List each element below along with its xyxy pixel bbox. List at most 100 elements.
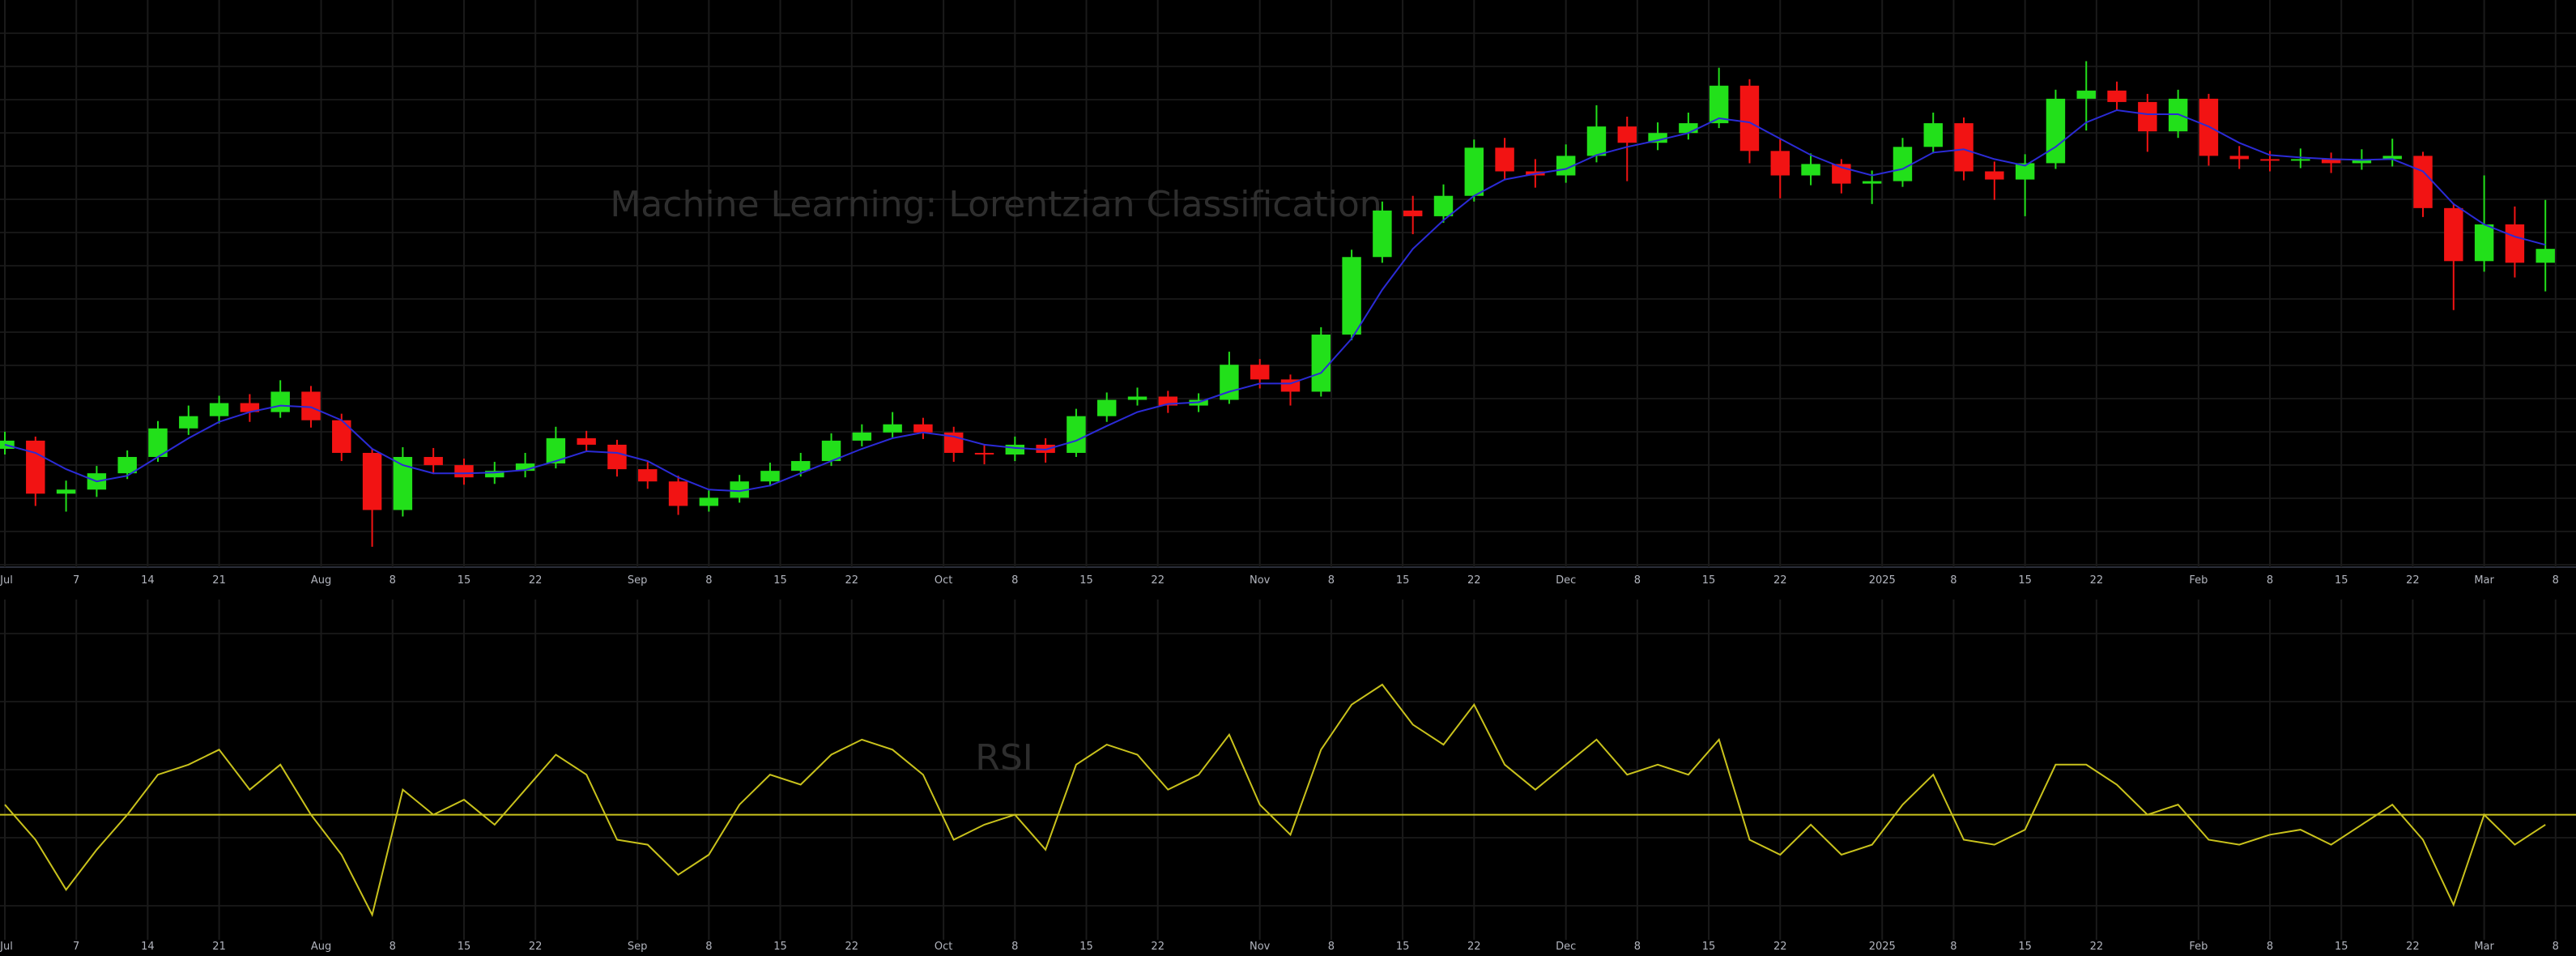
candle-body xyxy=(1770,151,1790,176)
x-tick-label: 22 xyxy=(1467,941,1481,953)
x-tick-label: 22 xyxy=(2406,941,2420,953)
candle-body xyxy=(638,469,658,482)
candle-body xyxy=(791,461,811,472)
candle-body xyxy=(2138,101,2157,132)
x-tick-label: 8 xyxy=(2267,941,2273,953)
candle-body xyxy=(1648,133,1667,143)
x-tick-label: 22 xyxy=(1151,574,1165,587)
candle-body xyxy=(2260,159,2280,161)
x-tick-label: 8 xyxy=(390,574,396,587)
x-tick-label: 8 xyxy=(1011,941,1018,953)
x-tick-label: 22 xyxy=(2406,574,2420,587)
x-tick-label: 2025 xyxy=(1869,941,1896,953)
candle-body xyxy=(607,444,627,470)
x-tick-label: 8 xyxy=(1011,574,1018,587)
x-tick-label: 22 xyxy=(1773,574,1787,587)
candle-body xyxy=(2505,224,2525,263)
x-tick-label: 8 xyxy=(1634,941,1641,953)
candle-body xyxy=(2321,159,2341,164)
x-tick-label: 8 xyxy=(2553,941,2559,953)
candle-body xyxy=(760,471,780,482)
x-tick-label: Oct xyxy=(935,574,952,587)
candle-body xyxy=(1096,399,1117,416)
x-tick-label: Jul xyxy=(0,574,13,587)
x-tick-label: Feb xyxy=(2189,941,2208,953)
candle-body xyxy=(179,416,198,429)
candle-body xyxy=(1342,257,1361,335)
x-tick-label: Mar xyxy=(2474,941,2494,953)
x-tick-label: 15 xyxy=(1702,574,1716,587)
x-tick-label: 15 xyxy=(1079,574,1093,587)
candle-body xyxy=(2536,249,2555,263)
x-tick-label: Dec xyxy=(1556,941,1576,953)
candle-body xyxy=(668,481,688,506)
x-tick-label: 15 xyxy=(1396,941,1410,953)
candle-body xyxy=(1005,444,1025,455)
x-tick-label: 8 xyxy=(1634,574,1641,587)
candle-body xyxy=(1801,164,1820,176)
candle-body xyxy=(1433,195,1454,216)
candle-body xyxy=(1311,334,1331,392)
x-tick-label: 8 xyxy=(705,941,712,953)
x-tick-label: 7 xyxy=(73,941,79,953)
candle-body xyxy=(1373,210,1392,258)
candle-body xyxy=(485,471,505,478)
candle-body xyxy=(974,452,994,455)
x-tick-label: Nov xyxy=(1250,574,1271,587)
candle-body xyxy=(883,424,902,433)
candle-body xyxy=(1862,181,1882,184)
x-tick-label: 22 xyxy=(1151,941,1165,953)
candle-body xyxy=(1403,210,1423,216)
candle-body xyxy=(2291,159,2310,161)
candle-body xyxy=(332,420,351,453)
candle-body xyxy=(362,452,382,510)
candle-body xyxy=(515,463,535,472)
x-tick-label: 8 xyxy=(1950,941,1956,953)
x-tick-label: 14 xyxy=(141,941,155,953)
candle-body xyxy=(577,437,596,445)
moving-average xyxy=(4,109,2546,493)
candle-body xyxy=(2229,156,2249,160)
x-tick-label: 2025 xyxy=(1869,574,1896,587)
x-tick-label: 8 xyxy=(390,941,396,953)
x-tick-label: 15 xyxy=(1702,941,1716,953)
candle-body xyxy=(2107,90,2127,102)
x-tick-label: 15 xyxy=(458,574,471,587)
candle-body xyxy=(699,497,719,506)
candle-body xyxy=(1954,123,1974,172)
rsi-title: RSI xyxy=(975,737,1033,779)
candle-body xyxy=(1158,396,1178,406)
candle-body xyxy=(821,440,841,462)
candle-body xyxy=(2382,156,2402,160)
candle-body xyxy=(2046,98,2066,164)
candle-body xyxy=(56,489,76,494)
candle-body xyxy=(730,481,749,498)
candle-body xyxy=(301,391,321,420)
x-tick-label: 14 xyxy=(141,574,155,587)
x-tick-label: 21 xyxy=(212,574,226,587)
candle-body xyxy=(852,432,872,441)
x-tick-label: Mar xyxy=(2474,574,2494,587)
chart-title: Machine Learning: Lorentzian Classificat… xyxy=(610,184,1382,225)
x-tick-label: 8 xyxy=(2553,574,2559,587)
candle-body xyxy=(2413,156,2433,208)
x-tick-label: 15 xyxy=(773,574,787,587)
candle-body xyxy=(454,465,474,478)
x-tick-label: Nov xyxy=(1250,941,1271,953)
candle-body xyxy=(1556,156,1576,176)
candle-body xyxy=(209,403,229,416)
x-tick-label: 7 xyxy=(73,574,79,587)
candle-body xyxy=(2076,90,2096,99)
x-tick-label: Dec xyxy=(1556,574,1576,587)
candle-body xyxy=(26,440,45,494)
candle-body xyxy=(1739,85,1760,152)
x-tick-label: 15 xyxy=(1396,574,1410,587)
candle-body xyxy=(1586,126,1607,156)
candle-body xyxy=(1709,85,1729,124)
candle-body xyxy=(1067,416,1086,453)
x-tick-label: Aug xyxy=(311,941,331,953)
candle-body xyxy=(1923,123,1943,147)
x-tick-label: 15 xyxy=(2335,941,2348,953)
